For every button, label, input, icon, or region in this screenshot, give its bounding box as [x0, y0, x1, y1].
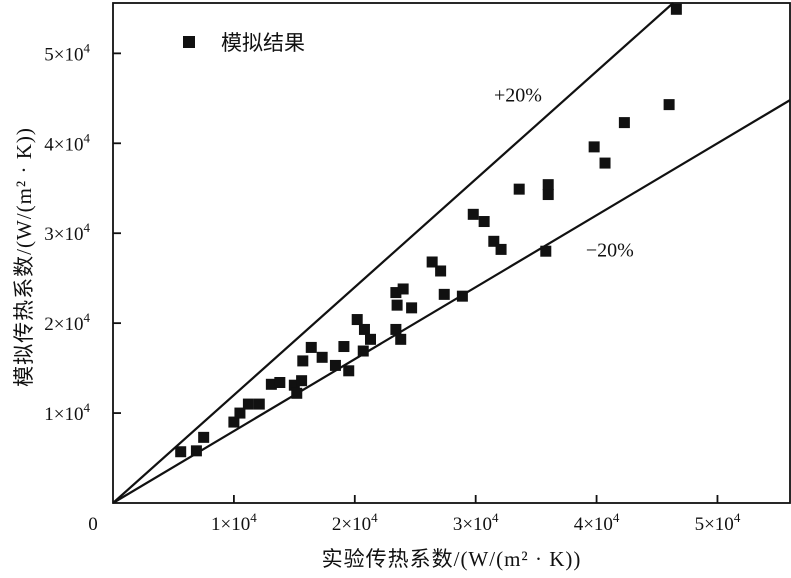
x-tick-label: 4×104 — [574, 510, 620, 535]
data-point — [478, 216, 490, 228]
data-point — [351, 314, 363, 326]
data-point — [343, 365, 355, 377]
data-point — [253, 398, 265, 410]
y-tick-label: 1×104 — [44, 400, 90, 425]
data-point — [599, 157, 611, 169]
data-point — [242, 398, 254, 410]
x-tick-label: 3×104 — [453, 510, 499, 535]
data-point — [438, 288, 450, 300]
data-point — [540, 245, 552, 257]
data-point — [395, 333, 407, 345]
data-point — [390, 323, 402, 335]
data-point — [397, 283, 409, 295]
data-point — [329, 359, 341, 371]
y-tick-label: 3×104 — [44, 220, 90, 245]
reference-line-label: +20% — [494, 85, 542, 107]
data-point — [456, 290, 468, 302]
x-tick-label: 1×104 — [211, 510, 257, 535]
data-point — [316, 351, 328, 363]
data-point — [391, 299, 403, 311]
data-point — [467, 208, 479, 220]
data-point — [495, 243, 507, 255]
data-point — [542, 189, 554, 201]
x-axis-title: 实验传热系数/(W/(m² · K)) — [321, 547, 582, 571]
data-point — [488, 235, 500, 247]
data-point — [588, 141, 600, 153]
x-tick-label: 5×104 — [695, 510, 741, 535]
data-point — [305, 341, 317, 353]
y-axis-title: 模拟传热系数/(W/(m² · K)) — [12, 127, 36, 387]
data-point — [190, 445, 202, 457]
data-point — [618, 117, 630, 129]
y-tick-label: 4×104 — [44, 130, 90, 155]
chart-legend: 模拟结果 — [183, 27, 305, 57]
data-point — [670, 3, 682, 15]
data-point — [234, 407, 246, 419]
data-point — [265, 378, 277, 390]
reference-line — [112, 2, 674, 504]
data-point — [291, 387, 303, 399]
data-point — [390, 287, 402, 299]
reference-line — [112, 99, 791, 504]
data-point — [542, 179, 554, 191]
data-point — [297, 355, 309, 367]
plot-frame — [112, 2, 791, 504]
data-point — [296, 375, 308, 387]
data-point — [426, 256, 438, 268]
data-point — [288, 379, 300, 391]
data-point — [357, 345, 369, 357]
data-point — [338, 341, 350, 353]
data-point — [228, 416, 240, 428]
data-point — [175, 446, 187, 458]
reference-line-label: −20% — [586, 239, 634, 261]
x-tick-label: 0 — [88, 514, 98, 535]
y-tick-label: 2×104 — [44, 310, 90, 335]
x-tick-label: 2×104 — [332, 510, 378, 535]
y-tick-label: 5×104 — [44, 40, 90, 65]
data-point — [358, 323, 370, 335]
data-point — [663, 99, 675, 111]
legend-square-marker-icon — [183, 36, 195, 48]
data-point — [274, 376, 286, 388]
data-point — [513, 183, 525, 195]
data-point — [435, 265, 447, 277]
data-point — [365, 333, 377, 345]
legend-label: 模拟结果 — [221, 31, 305, 55]
data-point — [406, 302, 418, 314]
data-point — [198, 431, 210, 443]
